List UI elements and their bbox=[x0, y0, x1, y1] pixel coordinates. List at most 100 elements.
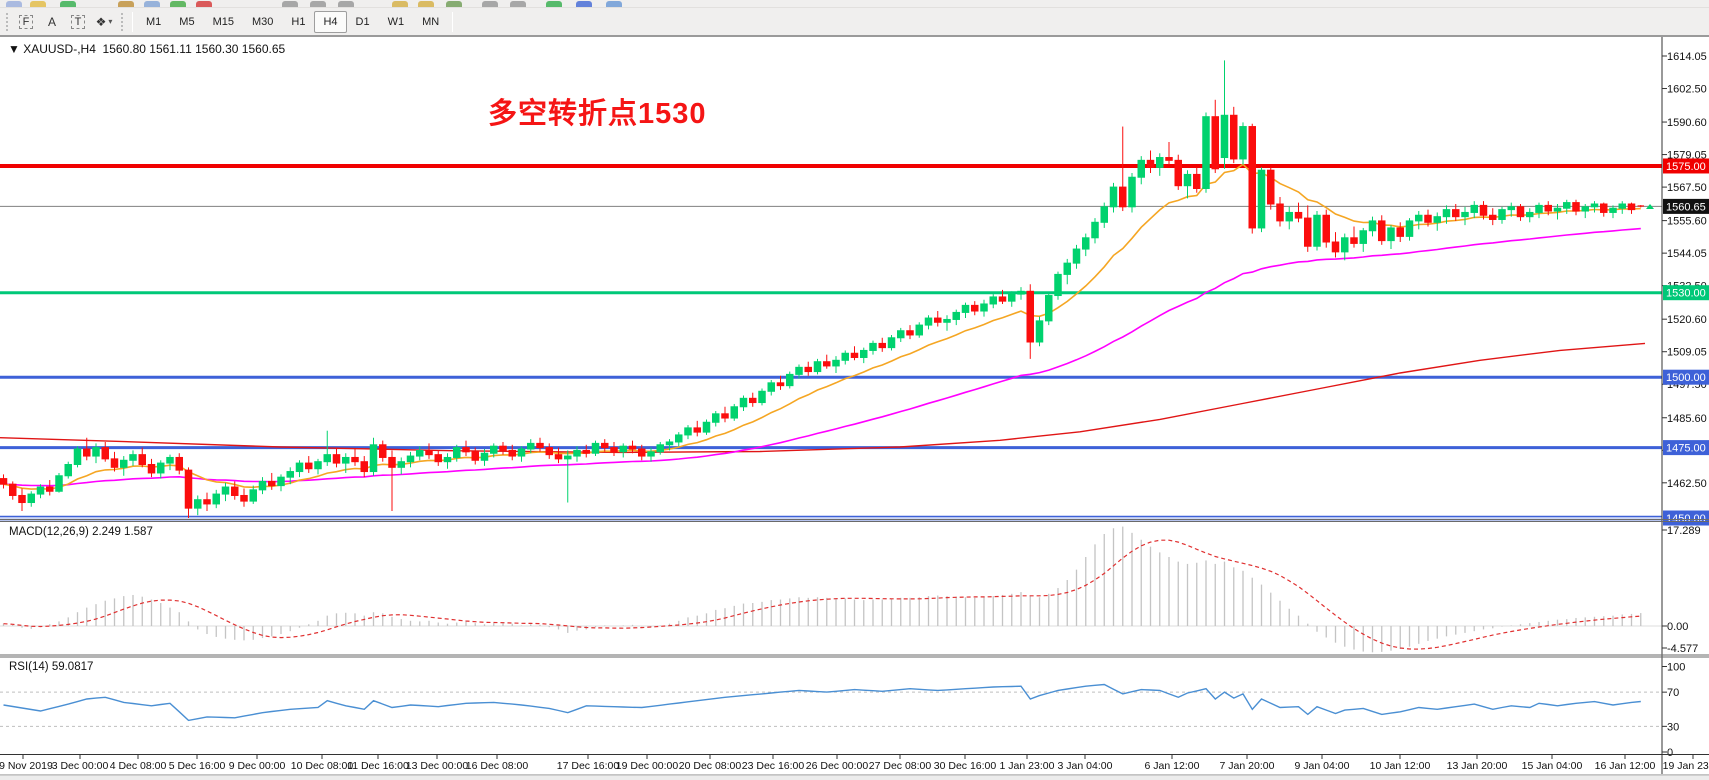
candle-body bbox=[1174, 159, 1182, 187]
candle-body bbox=[1294, 211, 1303, 219]
candle-body bbox=[1396, 227, 1404, 237]
macd-indicator-label: MACD(12,26,9) 2.249 1.587 bbox=[9, 526, 153, 538]
candle-body bbox=[1100, 206, 1108, 223]
toolbar-button-partial-icon[interactable] bbox=[144, 1, 160, 7]
toolbar-grip[interactable] bbox=[120, 12, 125, 31]
timeframe-button-w1[interactable]: W1 bbox=[387, 15, 405, 28]
candle-body bbox=[758, 390, 766, 404]
toolbar-button-partial-icon[interactable] bbox=[196, 1, 212, 7]
price-badge-1530.00-bg bbox=[1663, 285, 1709, 301]
time-tick-label: 9 Dec 00:00 bbox=[229, 760, 286, 772]
time-tick-label: 3 Jan 04:00 bbox=[1058, 760, 1113, 772]
candle-body bbox=[1368, 220, 1377, 232]
toolbar-button-partial-icon[interactable] bbox=[310, 1, 326, 7]
candle-body bbox=[138, 454, 146, 466]
toolbar-button-partial-icon[interactable] bbox=[118, 1, 134, 7]
cursor-grid-tool-icon: F bbox=[18, 14, 34, 29]
time-tick-label: 19 Dec 00:00 bbox=[616, 760, 679, 772]
toolbar-button-partial-icon[interactable] bbox=[282, 1, 298, 7]
candle-body bbox=[92, 447, 100, 457]
rsi-axis-label: 30 bbox=[1667, 721, 1679, 733]
price-tick-label: 1567.50 bbox=[1667, 182, 1707, 194]
time-tick-label: 17 Dec 16:00 bbox=[557, 760, 620, 772]
time-tick-label: 26 Dec 00:00 bbox=[806, 760, 869, 772]
candle-body bbox=[305, 462, 313, 470]
toolbar-button-partial-icon[interactable] bbox=[576, 1, 592, 7]
macd-signal-line bbox=[3, 539, 1641, 650]
timeframe-button-m5[interactable]: M5 bbox=[179, 15, 195, 28]
candle-body bbox=[850, 352, 859, 358]
candle-body bbox=[573, 449, 581, 457]
timeframe-button-m30[interactable]: M30 bbox=[251, 15, 274, 28]
candle-body bbox=[730, 406, 738, 419]
toolbar-button-partial-icon[interactable] bbox=[6, 1, 22, 7]
timeframe-button-h4[interactable]: H4 bbox=[314, 10, 347, 33]
candle-body bbox=[1082, 237, 1090, 250]
toolbar-button-partial-icon[interactable] bbox=[446, 1, 462, 7]
toolbar-button-partial-icon[interactable] bbox=[418, 1, 434, 7]
cursor-grid-tool-button[interactable]: F bbox=[14, 11, 38, 33]
toolbar-button-partial-icon[interactable] bbox=[338, 1, 354, 7]
timeframe-button-m1[interactable]: M1 bbox=[146, 15, 162, 28]
candle-body bbox=[1507, 206, 1515, 211]
current-price-badge: 1560.65 bbox=[1666, 201, 1706, 213]
toolbar-button-partial-icon[interactable] bbox=[60, 1, 76, 7]
candle-body bbox=[295, 462, 304, 473]
candle-body bbox=[841, 352, 849, 361]
chart-annotation-text[interactable]: 多空转折点1530 bbox=[488, 98, 707, 130]
candle-body bbox=[490, 445, 498, 454]
candle-body bbox=[286, 471, 294, 478]
candle-body bbox=[1331, 241, 1340, 253]
candle-body bbox=[619, 445, 627, 453]
candle-body bbox=[406, 455, 415, 463]
candle-body bbox=[980, 303, 988, 312]
shapes-tool-button[interactable]: ❖ ▾ bbox=[92, 11, 116, 33]
time-tick-label: 27 Dec 08:00 bbox=[869, 760, 932, 772]
price-badge-1475.00: 1475.00 bbox=[1666, 443, 1706, 455]
toolbar-button-partial-icon[interactable] bbox=[170, 1, 186, 7]
toolbar-button-partial-icon[interactable] bbox=[482, 1, 498, 7]
candle-body bbox=[1137, 159, 1145, 178]
timeframe-button-h1[interactable]: H1 bbox=[291, 15, 306, 28]
price-badge-1500.00: 1500.00 bbox=[1666, 372, 1706, 384]
toolbar-separator bbox=[452, 11, 454, 32]
price-tick-label: 1485.60 bbox=[1667, 413, 1707, 425]
timeframe-button-m15[interactable]: M15 bbox=[212, 15, 234, 28]
price-tick-label: 1462.50 bbox=[1667, 478, 1707, 490]
price-marker-arrow bbox=[1646, 204, 1654, 209]
timeframe-button-mn[interactable]: MN bbox=[422, 15, 440, 28]
time-tick-label: 29 Nov 2019 bbox=[0, 760, 53, 772]
toolbar-grip[interactable] bbox=[5, 12, 10, 31]
symbol-ohlc-label: ▼ XAUUSD-,H4 1560.80 1561.11 1560.30 156… bbox=[8, 42, 286, 56]
time-tick-label: 23 Dec 16:00 bbox=[742, 760, 805, 772]
candle-body bbox=[453, 447, 461, 458]
rsi-axis-label: 0 bbox=[1667, 747, 1673, 759]
candle-body bbox=[1341, 237, 1349, 253]
candle-body bbox=[1156, 157, 1164, 168]
candle-body bbox=[786, 373, 794, 387]
candle-body bbox=[1072, 248, 1081, 264]
candle-body bbox=[1387, 227, 1395, 242]
candle-body bbox=[1035, 320, 1044, 343]
text-label-tool-button[interactable]: A bbox=[40, 11, 64, 33]
price-tick-label: 1509.05 bbox=[1667, 347, 1707, 359]
timeframe-button-d1[interactable]: D1 bbox=[355, 15, 370, 28]
candle-body bbox=[1590, 203, 1599, 208]
toolbar-button-partial-icon[interactable] bbox=[546, 1, 562, 7]
candle-body bbox=[813, 361, 822, 373]
candle-body bbox=[1424, 214, 1432, 223]
toolbar-button-partial-icon[interactable] bbox=[392, 1, 408, 7]
toolbar-button-partial-icon[interactable] bbox=[606, 1, 622, 7]
toolbar-button-partial-icon[interactable] bbox=[510, 1, 526, 7]
text-box-tool-button[interactable]: T bbox=[66, 11, 90, 33]
candle-body bbox=[175, 456, 183, 471]
candle-body bbox=[554, 454, 563, 460]
candle-body bbox=[129, 454, 137, 461]
candle-body bbox=[240, 494, 248, 502]
price-tick-label: 1614.05 bbox=[1667, 51, 1707, 63]
candle-body bbox=[1313, 214, 1321, 247]
toolbar-button-partial-icon[interactable] bbox=[30, 1, 46, 7]
candle-body bbox=[231, 486, 239, 496]
